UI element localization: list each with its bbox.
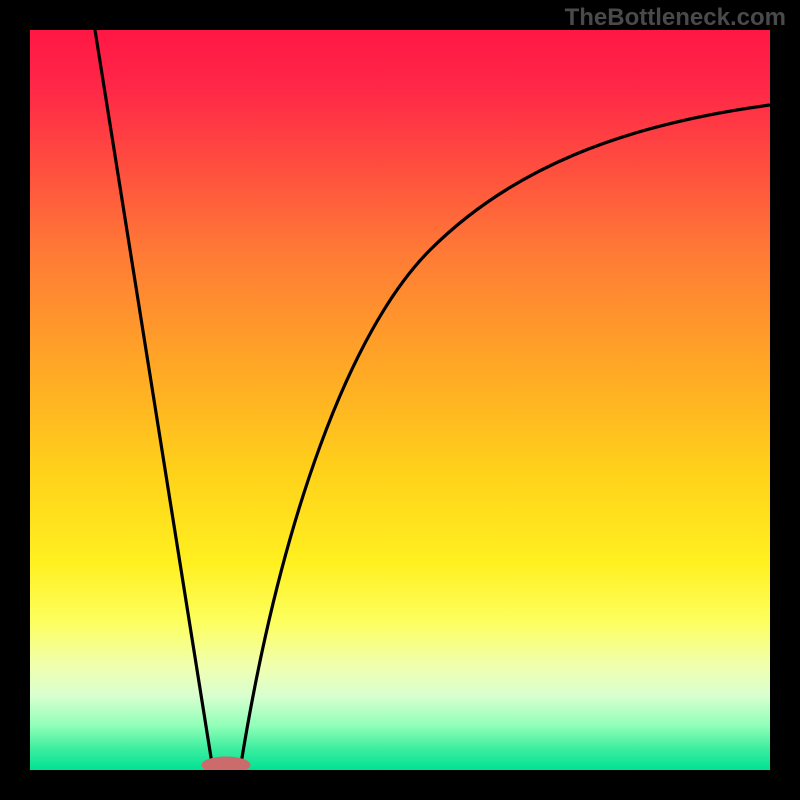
watermark-text: TheBottleneck.com — [565, 4, 786, 32]
bottleneck-marker — [30, 30, 770, 770]
plot-area — [30, 30, 770, 770]
chart-container: TheBottleneck.com — [0, 0, 800, 800]
